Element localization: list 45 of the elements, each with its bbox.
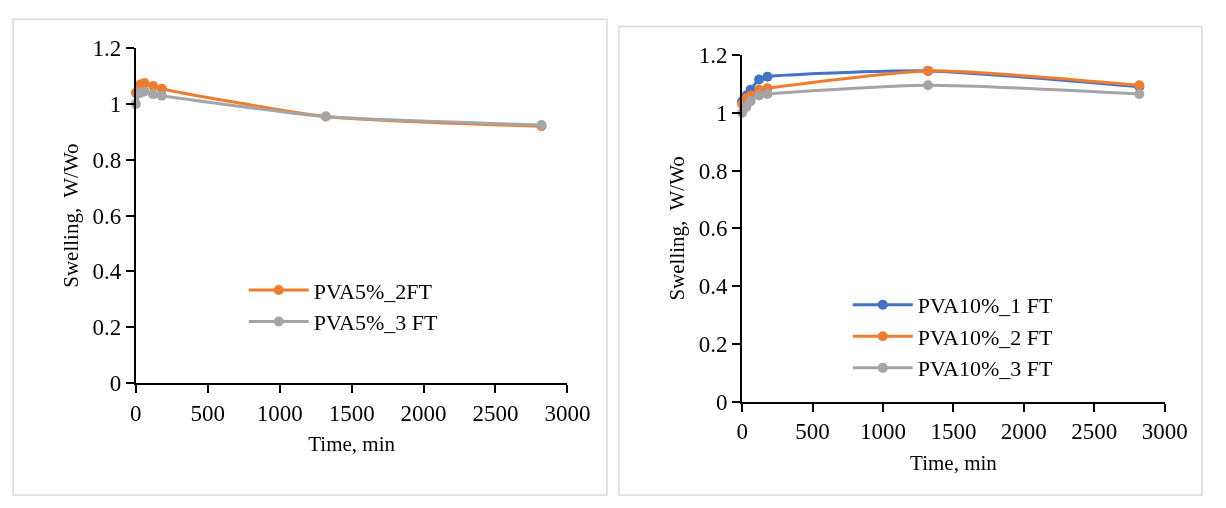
point [762, 89, 773, 99]
x-tick-label: 1500 [930, 419, 977, 445]
x-tick-label: 0 [130, 400, 142, 426]
legend-label: PVA5%_3 FT [313, 310, 438, 336]
y-tick-label: 0 [109, 370, 122, 396]
x-tick-label: 2000 [400, 400, 447, 426]
y-tick-label: 0.8 [698, 158, 728, 184]
y-tick-label: 0.6 [698, 216, 728, 242]
point [762, 71, 773, 82]
point [156, 90, 167, 101]
legend-label: PVA10%_3 FT [917, 356, 1054, 382]
x-tick-label: 500 [190, 400, 226, 426]
y-tick-label: 0.4 [92, 259, 122, 285]
y-tick-label: 0.8 [92, 147, 122, 173]
point [1134, 89, 1145, 99]
x-tick-label: 500 [795, 419, 830, 445]
x-tick-label: 1000 [256, 400, 303, 426]
legend-label: PVA10%_2 FT [917, 324, 1054, 350]
x-axis-title: Time, min [308, 432, 396, 457]
y-tick-label: 0.2 [92, 315, 122, 341]
y-tick-label: 0.6 [92, 203, 122, 229]
legend-label: PVA10%_1 FT [917, 293, 1054, 319]
x-tick-label: 2000 [1000, 419, 1047, 445]
legend-label: PVA5%_2FT [313, 278, 433, 304]
y-axis-title: Swelling, W/Wo [665, 156, 690, 301]
y-tick-label: 1.2 [92, 36, 122, 62]
x-tick-label: 2500 [472, 400, 519, 426]
x-tick-label: 3000 [1141, 419, 1188, 445]
point [148, 89, 159, 100]
x-axis-title: Time, min [910, 451, 998, 476]
y-tick-label: 1.2 [698, 43, 728, 69]
point [745, 96, 756, 107]
y-tick-label: 0.2 [698, 332, 728, 358]
y-tick-label: 0.4 [698, 274, 729, 300]
y-tick-label: 1 [716, 100, 728, 126]
x-tick-label: 3000 [544, 400, 591, 426]
x-tick-label: 0 [736, 419, 748, 445]
x-tick-label: 2500 [1071, 419, 1118, 445]
x-tick-label: 1000 [860, 419, 907, 445]
point [754, 90, 765, 101]
point [923, 80, 934, 91]
y-tick-label: 1 [109, 92, 122, 118]
y-axis-title: Swelling, W/Wo [59, 143, 84, 288]
point [754, 74, 765, 85]
x-tick-label: 1500 [328, 400, 375, 426]
